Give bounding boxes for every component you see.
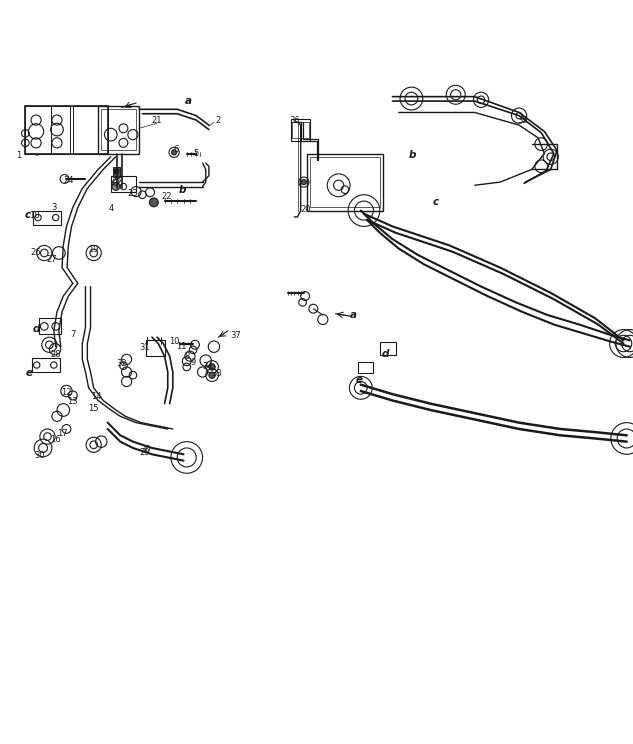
Text: d: d: [33, 324, 41, 334]
Text: 2: 2: [216, 115, 221, 124]
Bar: [111, 176, 136, 192]
Circle shape: [149, 198, 158, 207]
Text: 32: 32: [116, 359, 127, 368]
Text: 21: 21: [152, 115, 162, 124]
Text: 8: 8: [185, 352, 190, 361]
Text: 19: 19: [89, 246, 99, 254]
Text: 17: 17: [57, 429, 67, 438]
Text: 25: 25: [111, 176, 122, 185]
Text: d: d: [381, 349, 389, 359]
Text: 36: 36: [289, 115, 299, 124]
Text: b: b: [409, 150, 417, 160]
Bar: [25, 106, 51, 153]
Text: 5: 5: [194, 149, 199, 158]
Text: 34: 34: [203, 362, 213, 371]
Text: 6: 6: [173, 145, 179, 154]
Circle shape: [172, 150, 177, 155]
Text: 12: 12: [61, 388, 72, 397]
Text: 11: 11: [177, 342, 187, 351]
Bar: [51, 106, 70, 153]
Text: 15: 15: [88, 403, 98, 413]
Bar: [291, 119, 310, 141]
Text: 30: 30: [35, 451, 45, 460]
Circle shape: [114, 169, 119, 174]
Bar: [292, 122, 309, 138]
Text: 14: 14: [91, 391, 101, 400]
Bar: [310, 157, 380, 208]
Bar: [39, 318, 61, 334]
Text: 28: 28: [51, 350, 61, 359]
Bar: [98, 106, 139, 153]
Text: c: c: [25, 210, 31, 220]
Text: 13: 13: [68, 397, 78, 406]
Bar: [307, 153, 383, 211]
Bar: [32, 358, 60, 372]
Text: 20: 20: [301, 205, 311, 214]
Text: 22: 22: [161, 191, 172, 201]
Text: e: e: [25, 368, 33, 378]
Bar: [146, 340, 165, 356]
Text: 35: 35: [517, 115, 527, 124]
Bar: [33, 211, 61, 225]
Text: 18: 18: [29, 211, 39, 219]
Text: 9: 9: [191, 358, 196, 367]
Text: 30: 30: [141, 445, 151, 454]
Text: 7: 7: [70, 330, 75, 339]
Bar: [358, 362, 373, 373]
Text: e: e: [355, 374, 363, 385]
Bar: [73, 106, 108, 153]
Text: 24: 24: [63, 176, 73, 185]
Circle shape: [209, 364, 215, 370]
Text: 29: 29: [139, 448, 149, 457]
Text: a: a: [185, 96, 192, 106]
Text: 26: 26: [30, 248, 41, 257]
Bar: [101, 109, 136, 150]
Text: 37: 37: [230, 331, 241, 340]
Text: a: a: [349, 310, 357, 320]
Bar: [113, 167, 120, 177]
Text: 1: 1: [16, 151, 22, 160]
Text: 10: 10: [169, 337, 179, 346]
Bar: [380, 342, 396, 355]
Text: 23: 23: [128, 189, 138, 198]
Text: c: c: [432, 197, 439, 208]
Bar: [25, 106, 108, 153]
Circle shape: [209, 372, 215, 379]
Circle shape: [112, 183, 120, 190]
Text: 33: 33: [212, 369, 222, 378]
Text: 16: 16: [51, 435, 61, 444]
Text: 3: 3: [51, 203, 56, 212]
Text: b: b: [179, 185, 186, 195]
Text: 4: 4: [108, 204, 113, 214]
Text: 27: 27: [47, 255, 57, 264]
Text: 31: 31: [139, 344, 149, 353]
Circle shape: [301, 179, 306, 185]
